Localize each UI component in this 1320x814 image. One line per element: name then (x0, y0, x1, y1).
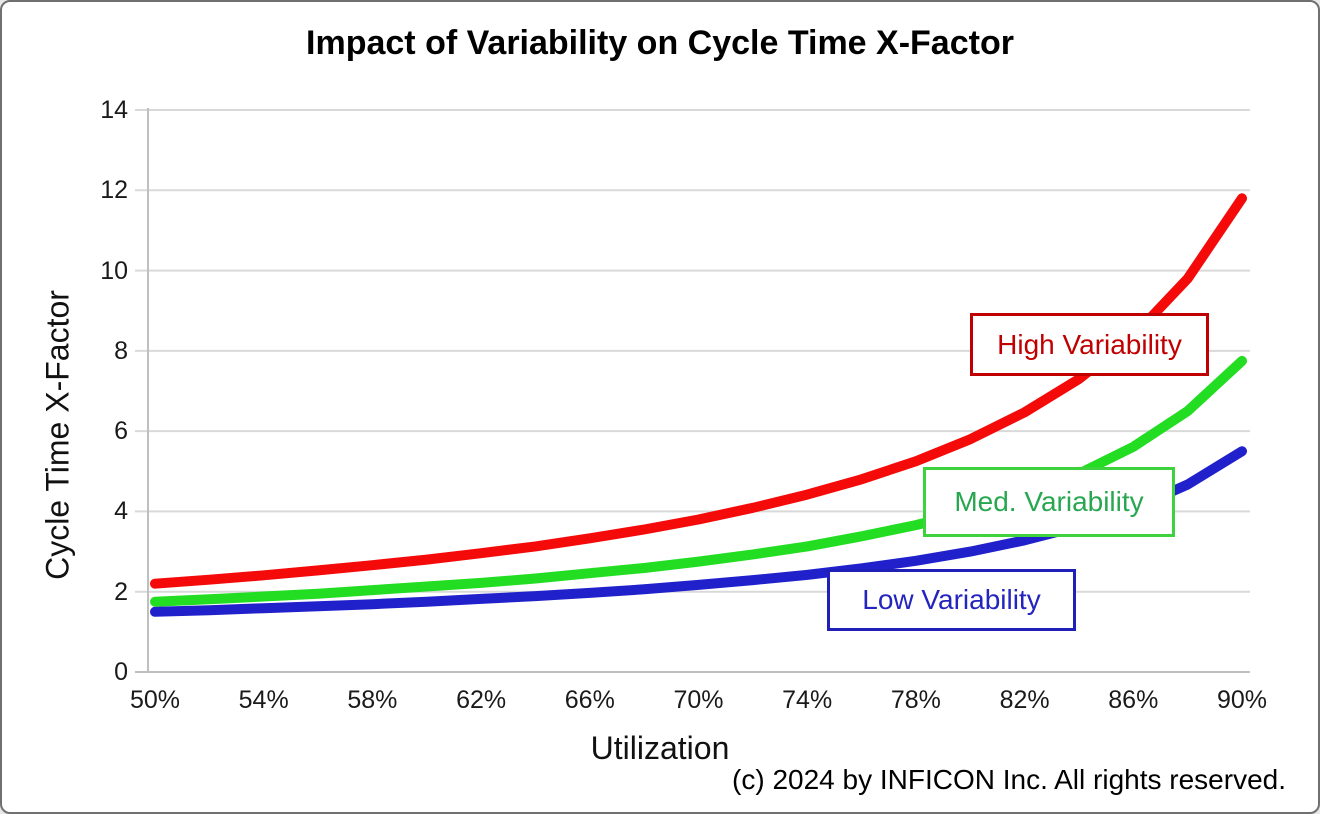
x-tick-label-82: 82% (999, 686, 1050, 714)
y-tick-label-10: 10 (100, 256, 128, 285)
legend-med-variability-label: Med. Variability (954, 486, 1144, 517)
x-tick-label-86: 86% (1108, 686, 1159, 714)
y-tick-label-4: 4 (114, 497, 128, 526)
y-tick-label-12: 12 (100, 176, 128, 205)
legend-high-variability-label: High Variability (997, 328, 1182, 360)
x-tick-label-66: 66% (564, 686, 615, 714)
x-tick-label-70: 70% (673, 686, 724, 714)
y-tick-label-6: 6 (114, 417, 128, 446)
y-tick-label-2: 2 (114, 577, 128, 606)
x-tick-label-54: 54% (238, 686, 289, 714)
legend-low-variability-label: Low Variability (862, 584, 1041, 615)
x-tick-label-78: 78% (890, 686, 941, 714)
legend-med-variability: Med. Variability (923, 467, 1175, 537)
copyright-text: (c) 2024 by INFICON Inc. All rights rese… (732, 764, 1286, 795)
legend-high-variability: High Variability (970, 313, 1209, 376)
y-tick-label-8: 8 (114, 336, 128, 365)
x-tick-label-50: 50% (129, 686, 181, 714)
y-tick-label-0: 0 (114, 658, 128, 686)
x-tick-label-58: 58% (347, 686, 398, 714)
legend-low-variability: Low Variability (827, 569, 1076, 631)
x-axis-title: Utilization (590, 730, 730, 766)
x-tick-label-74: 74% (782, 686, 833, 714)
y-tick-label-14: 14 (100, 95, 128, 124)
curve-high-variability (150, 193, 1247, 589)
chart-title: Impact of Variability on Cycle Time X-Fa… (306, 24, 1014, 62)
x-tick-label-90: 90% (1216, 686, 1268, 714)
x-tick-label-62: 62% (456, 686, 507, 714)
